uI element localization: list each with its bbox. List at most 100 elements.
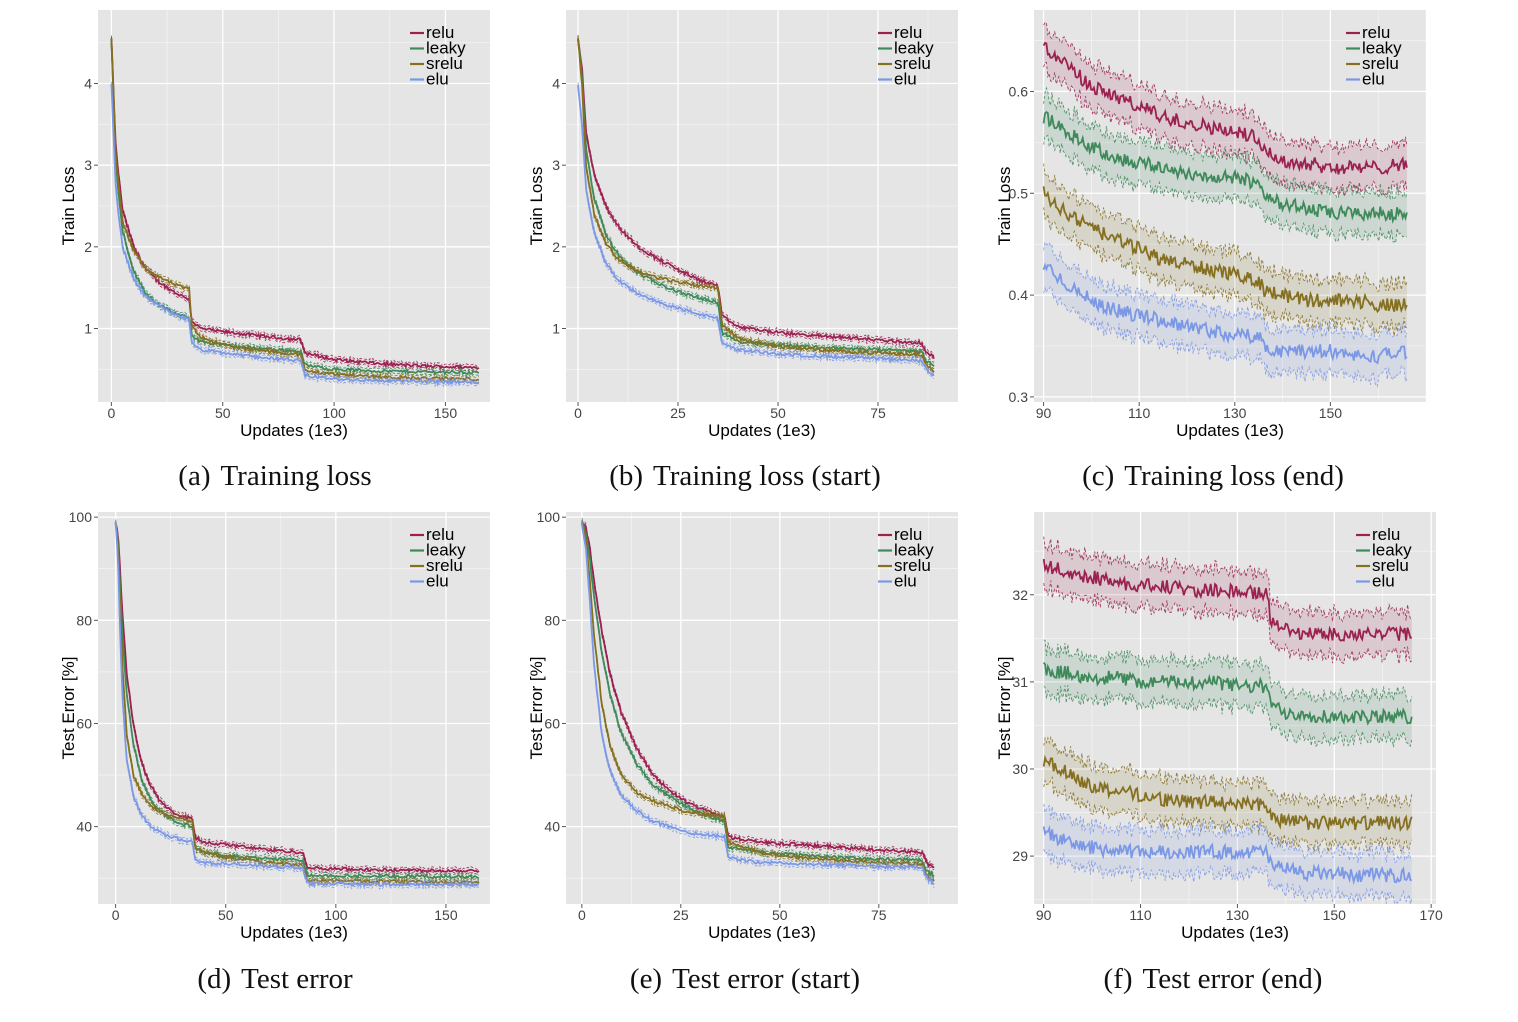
legend-label-srelu: srelu bbox=[426, 54, 463, 73]
band-lower-relu bbox=[1043, 580, 1413, 665]
legend-label-srelu: srelu bbox=[1372, 556, 1409, 575]
x-axis-label: Updates (1e3) bbox=[240, 923, 348, 942]
legend-label-leaky: leaky bbox=[894, 541, 934, 560]
panel-d: 0 50 100 150 40 60 80 100 Updates (1e3) Test Erro… bbox=[58, 509, 498, 952]
line-relu bbox=[581, 522, 935, 869]
panel-c: 90 110 130 150 0.3 0.4 0.5 0.6 Updates (1e3) Trai… bbox=[994, 8, 1434, 450]
legend-label-relu: relu bbox=[894, 23, 922, 42]
x-tick-label: 0 bbox=[578, 907, 586, 923]
band-leaky bbox=[1043, 87, 1407, 244]
line-srelu bbox=[1042, 754, 1413, 832]
x-tick-label: 0 bbox=[107, 405, 115, 421]
band-relu bbox=[1043, 22, 1407, 197]
band-upper-leaky bbox=[1043, 639, 1413, 705]
line-leaky bbox=[114, 522, 480, 880]
y-axis-label: Test Error [%] bbox=[527, 657, 546, 760]
band-lower-elu bbox=[115, 524, 480, 890]
band-upper-relu bbox=[110, 35, 480, 368]
band-upper-leaky bbox=[1043, 86, 1408, 201]
band-upper-srelu bbox=[577, 35, 935, 370]
chart-f: 90 110 130 150 170 29 30 31 32 Updates (1e3) Test … bbox=[995, 512, 1443, 942]
caption-f-text: Test error (end) bbox=[1142, 963, 1323, 995]
band-upper-elu bbox=[577, 82, 935, 374]
caption-e-text: Test error (start) bbox=[672, 963, 861, 995]
y-axis-label: Test Error [%] bbox=[59, 657, 78, 760]
legend-label-srelu: srelu bbox=[426, 556, 463, 575]
line-relu bbox=[1042, 41, 1408, 176]
x-axis-label: Updates (1e3) bbox=[708, 923, 816, 942]
band-lower-leaky bbox=[1043, 685, 1413, 748]
y-tick-label: 32 bbox=[1012, 587, 1028, 603]
band-upper-srelu bbox=[581, 520, 935, 879]
line-relu bbox=[1042, 558, 1412, 643]
series-group bbox=[114, 519, 480, 890]
band-leaky bbox=[1043, 639, 1412, 748]
y-tick-label: 3 bbox=[84, 157, 92, 173]
caption-c-text: Training loss (end) bbox=[1124, 460, 1344, 492]
band-lower-srelu bbox=[1043, 207, 1408, 336]
band-lower-leaky bbox=[1043, 134, 1407, 244]
y-axis-label: Train Loss bbox=[995, 167, 1014, 246]
y-tick-label: 30 bbox=[1012, 761, 1028, 777]
series-group bbox=[1042, 21, 1408, 388]
line-srelu bbox=[114, 522, 480, 885]
y-tick-label: 1 bbox=[84, 321, 92, 337]
y-tick-label: 0.4 bbox=[1009, 287, 1029, 303]
x-tick-label: 25 bbox=[673, 907, 689, 923]
legend-label-leaky: leaky bbox=[426, 541, 466, 560]
y-tick-label: 4 bbox=[84, 76, 92, 92]
x-tick-label: 50 bbox=[772, 907, 788, 923]
line-elu bbox=[1042, 824, 1412, 886]
x-tick-label: 150 bbox=[1319, 405, 1343, 421]
panel-b: 0 25 50 75 1 2 3 4 Updates (1e3) Train Loss relu le… bbox=[526, 8, 966, 450]
x-tick-label: 130 bbox=[1223, 405, 1247, 421]
y-tick-label: 0.5 bbox=[1009, 185, 1029, 201]
legend-label-elu: elu bbox=[1362, 70, 1385, 89]
series-group bbox=[577, 35, 935, 380]
y-tick-label: 100 bbox=[537, 510, 561, 525]
legend-label-relu: relu bbox=[894, 525, 922, 544]
x-tick-label: 150 bbox=[434, 405, 458, 421]
band-upper-srelu bbox=[1043, 735, 1413, 810]
caption-d-text: Test error bbox=[241, 963, 353, 995]
legend-label-relu: relu bbox=[426, 23, 454, 42]
x-tick-label: 50 bbox=[218, 907, 234, 923]
y-tick-label: 100 bbox=[69, 510, 93, 525]
band-elu bbox=[1043, 804, 1412, 904]
legend-label-elu: elu bbox=[1372, 572, 1395, 591]
caption-c-label: (c) bbox=[1082, 460, 1115, 492]
band-upper-relu bbox=[581, 519, 935, 866]
y-tick-label: 4 bbox=[552, 76, 560, 92]
band-lower-elu bbox=[1043, 286, 1408, 388]
line-relu bbox=[114, 523, 480, 874]
band-lower-relu bbox=[115, 525, 480, 877]
x-tick-label: 150 bbox=[434, 907, 458, 923]
band-upper-elu bbox=[115, 519, 480, 885]
caption-f-label: (f) bbox=[1103, 963, 1133, 995]
x-tick-label: 90 bbox=[1036, 405, 1052, 421]
legend-label-leaky: leaky bbox=[1362, 39, 1402, 58]
caption-b: (b) Training loss (start) bbox=[570, 460, 920, 493]
y-tick-label: 29 bbox=[1012, 848, 1028, 864]
band-lower-relu bbox=[1043, 61, 1408, 197]
caption-a-label: (a) bbox=[178, 460, 211, 492]
legend-label-relu: relu bbox=[426, 525, 454, 544]
line-srelu bbox=[580, 523, 935, 882]
legend-label-srelu: srelu bbox=[894, 54, 931, 73]
band-lower-elu bbox=[110, 87, 480, 388]
line-elu bbox=[110, 83, 480, 386]
line-srelu bbox=[1042, 186, 1408, 314]
x-axis-label: Updates (1e3) bbox=[1181, 923, 1289, 942]
legend-label-leaky: leaky bbox=[894, 39, 934, 58]
y-tick-label: 0.3 bbox=[1009, 389, 1029, 405]
line-leaky bbox=[1042, 662, 1413, 726]
x-tick-label: 50 bbox=[770, 405, 786, 421]
band-upper-elu bbox=[110, 81, 480, 382]
chart-c: 90 110 130 150 0.3 0.4 0.5 0.6 Updates (1e3) Trai… bbox=[995, 10, 1427, 440]
caption-d-label: (d) bbox=[197, 963, 232, 995]
x-tick-label: 130 bbox=[1226, 907, 1250, 923]
band-upper-elu bbox=[1043, 240, 1408, 341]
band-upper-relu bbox=[577, 35, 935, 357]
band-lower-srelu bbox=[577, 41, 935, 376]
